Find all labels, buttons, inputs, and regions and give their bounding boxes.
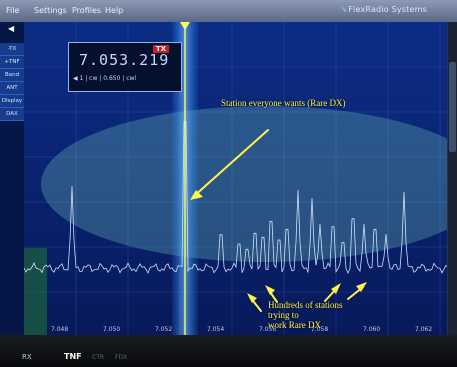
frequency-tick-label: 7.048 — [51, 326, 68, 333]
vfo-controls-row[interactable]: ◀ 1 | cw | 0.650 | cwl — [73, 75, 137, 82]
spectrum-scrollbar[interactable] — [447, 22, 457, 335]
panadapter-spectrum[interactable]: 7.048 7.050 7.052 7.054 7.056 7.058 7.06… — [24, 22, 448, 335]
dax-button[interactable]: DAX — [0, 108, 24, 121]
flexradio-swoosh-icon: ↘ — [340, 5, 348, 14]
tnf-indicator[interactable]: TNF — [64, 352, 82, 361]
annotation-arrows — [190, 129, 367, 312]
rare-dx-annotation: Station everyone wants (Rare DX) — [221, 98, 346, 108]
vfo-frequency[interactable]: 7.053.219 — [79, 51, 170, 69]
ctr-indicator[interactable]: CTR — [92, 354, 105, 361]
tx-button[interactable]: -TX — [0, 43, 24, 56]
status-footer: RX TNF CTR FDX — [0, 335, 457, 367]
band-button[interactable]: Band — [0, 69, 24, 82]
spectrum-trace — [24, 120, 448, 274]
crowd-highlight-ellipse — [41, 106, 448, 262]
rx-indicator[interactable]: RX — [22, 353, 32, 361]
vfo-flag[interactable]: TX 7.053.219 ◀ 1 | cw | 0.650 | cwl — [68, 42, 182, 92]
menu-help[interactable]: Help — [105, 6, 124, 15]
frequency-tick-label: 7.050 — [103, 326, 120, 333]
frequency-tick-label: 7.052 — [155, 326, 172, 333]
hundreds-annotation: Hundreds of stations trying to work Rare… — [268, 300, 343, 330]
menu-settings[interactable]: Settings — [34, 6, 67, 15]
tnf-button[interactable]: +TNF — [0, 56, 24, 69]
menu-profiles[interactable]: Profiles — [72, 6, 102, 15]
frequency-tick-label: 7.054 — [207, 326, 224, 333]
frequency-tick-label: 7.060 — [363, 326, 380, 333]
frequency-tick-label: 7.058 — [311, 326, 328, 333]
scrollbar-thumb[interactable] — [449, 62, 456, 152]
left-band-segment — [24, 248, 47, 335]
ant-button[interactable]: ANT — [0, 82, 24, 95]
fdx-indicator[interactable]: FDX — [115, 354, 128, 361]
frequency-axis: 7.048 7.050 7.052 7.054 7.056 7.058 7.06… — [51, 326, 432, 333]
slice-pointer-icon[interactable] — [180, 22, 190, 30]
menu-file[interactable]: File — [6, 6, 20, 15]
collapse-icon[interactable]: ◀ — [8, 24, 15, 33]
frequency-tick-label: 7.062 — [415, 326, 432, 333]
display-button[interactable]: Display — [0, 95, 24, 108]
flexradio-logo: ↘FlexRadio Systems — [340, 5, 427, 14]
frequency-tick-label: 7.056 — [259, 326, 276, 333]
menu-bar: File Settings Profiles Help ↘FlexRadio S… — [0, 0, 457, 22]
panadapter-side-controls: ◀ -TX +TNF Band ANT Display DAX — [0, 22, 25, 335]
tx-badge[interactable]: TX — [152, 45, 169, 53]
